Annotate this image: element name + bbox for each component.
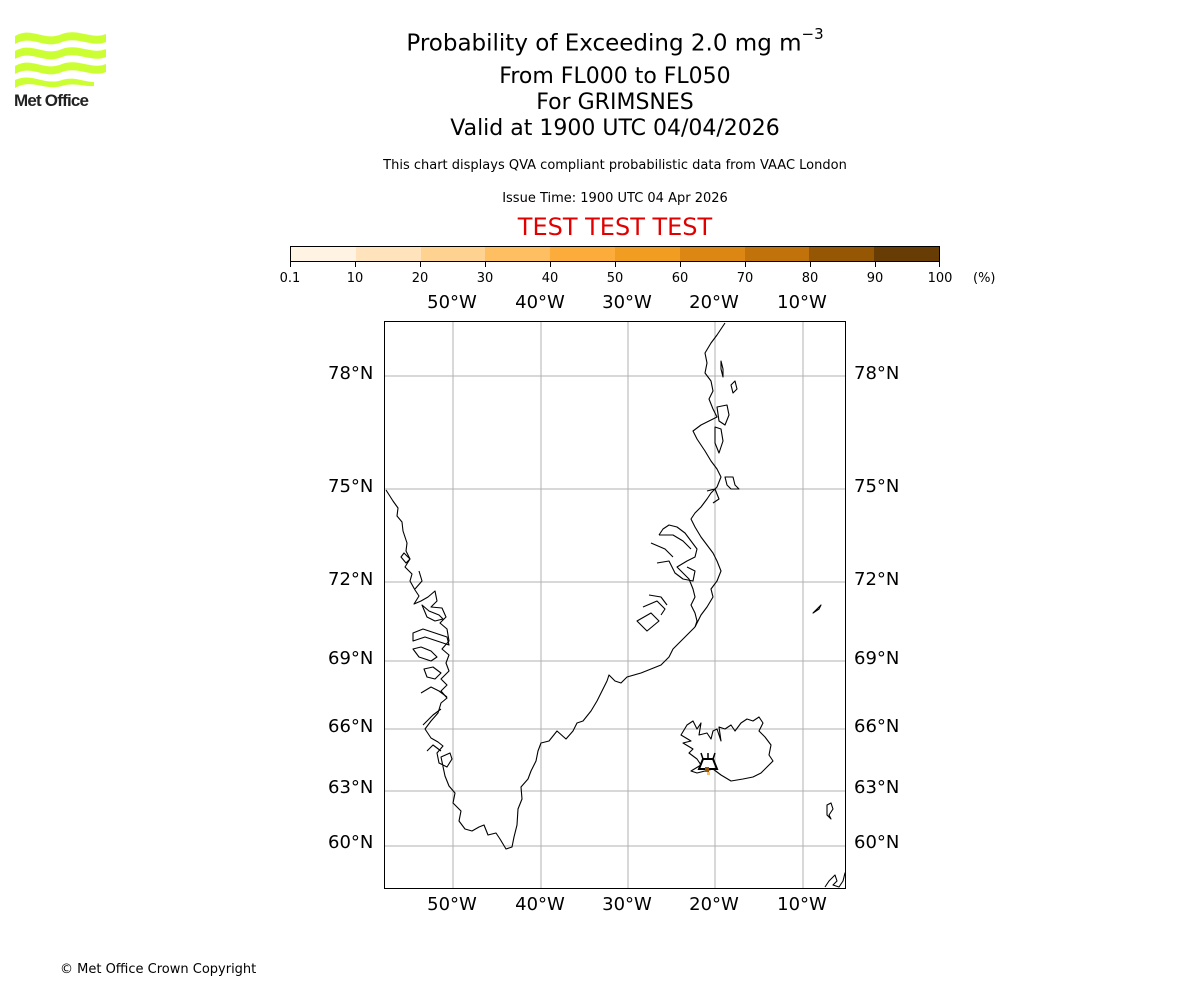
lon-label-top: 10°W [777, 292, 827, 313]
lat-label-left: 72°N [328, 569, 374, 590]
colorbar-segment-90-100 [874, 247, 939, 261]
colorbar-tick [355, 262, 356, 267]
colorbar-label: 100 [927, 271, 953, 286]
coastlines [385, 322, 845, 888]
graticule [385, 322, 845, 888]
met-office-logo [14, 30, 108, 112]
lat-label-right: 72°N [854, 569, 900, 590]
lon-label-top: 20°W [689, 292, 739, 313]
colorbar-label: 60 [671, 271, 689, 286]
logo-text: Met Office [14, 91, 89, 110]
title-main: Probability of Exceeding 2.0 mg m [406, 30, 802, 57]
valid-time: Valid at 1900 UTC 04/04/2026 [450, 116, 780, 141]
colorbar-segment-40-50 [550, 247, 615, 261]
colorbar-label: 70 [736, 271, 754, 286]
lat-label-right: 75°N [854, 476, 900, 497]
title-superscript: −3 [801, 25, 824, 43]
colorbar-segment-50-60 [614, 247, 680, 261]
colorbar-label: 40 [541, 271, 559, 286]
volcano-name: For GRIMSNES [536, 90, 694, 115]
colorbar-label: 0.1 [279, 271, 301, 286]
lat-label-left: 75°N [328, 476, 374, 497]
test-banner: TEST TEST TEST [517, 213, 713, 241]
colorbar-label: 20 [411, 271, 429, 286]
colorbar-tick [745, 262, 746, 267]
colorbar-tick [485, 262, 486, 267]
lat-label-left: 63°N [328, 777, 374, 798]
lon-label-top: 40°W [515, 292, 565, 313]
colorbar-label: 80 [801, 271, 819, 286]
met-office-waves-icon [15, 32, 106, 88]
lon-label-top: 50°W [427, 292, 477, 313]
lat-label-left: 66°N [328, 716, 374, 737]
lon-label-bottom: 40°W [515, 894, 565, 915]
colorbar-segment-70-80 [744, 247, 810, 261]
colorbar-tick [810, 262, 811, 267]
colorbar-label: 10 [346, 271, 364, 286]
coastline-map [385, 322, 845, 888]
colorbar [290, 246, 940, 262]
colorbar-segment-80-90 [809, 247, 875, 261]
colorbar-segment-0-10 [291, 247, 356, 261]
lon-label-bottom: 50°W [427, 894, 477, 915]
lat-label-right: 63°N [854, 777, 900, 798]
colorbar-label: 50 [606, 271, 624, 286]
map-panel[interactable] [384, 321, 846, 889]
chart-title: Probability of Exceeding 2.0 mg m−3 [0, 25, 1200, 57]
chart-description: This chart displays QVA compliant probab… [383, 158, 847, 173]
flight-level-range: From FL000 to FL050 [499, 64, 731, 89]
colorbar-tick [550, 262, 551, 267]
colorbar-tick [939, 262, 940, 267]
lon-label-bottom: 30°W [602, 894, 652, 915]
colorbar-segment-10-20 [355, 247, 421, 261]
colorbar-unit: (%) [973, 271, 996, 286]
lat-label-right: 66°N [854, 716, 900, 737]
issue-time: Issue Time: 1900 UTC 04 Apr 2026 [502, 191, 728, 206]
lat-label-left: 60°N [328, 832, 374, 853]
colorbar-tick [420, 262, 421, 267]
colorbar-tick [875, 262, 876, 267]
colorbar-segment-60-70 [679, 247, 745, 261]
lat-label-right: 78°N [854, 363, 900, 384]
lon-label-top: 30°W [602, 292, 652, 313]
grimsnes-ash-region [697, 752, 719, 775]
colorbar-segment-20-30 [420, 247, 486, 261]
colorbar-tick [680, 262, 681, 267]
colorbar-label: 90 [866, 271, 884, 286]
colorbar-tick [290, 262, 291, 267]
lat-label-right: 69°N [854, 648, 900, 669]
lat-label-left: 69°N [328, 648, 374, 669]
colorbar-label: 30 [476, 271, 494, 286]
lat-label-left: 78°N [328, 363, 374, 384]
lat-label-right: 60°N [854, 832, 900, 853]
lon-label-bottom: 20°W [689, 894, 739, 915]
colorbar-tick [615, 262, 616, 267]
copyright-notice: © Met Office Crown Copyright [60, 962, 257, 977]
colorbar-segment-30-40 [485, 247, 551, 261]
lon-label-bottom: 10°W [777, 894, 827, 915]
